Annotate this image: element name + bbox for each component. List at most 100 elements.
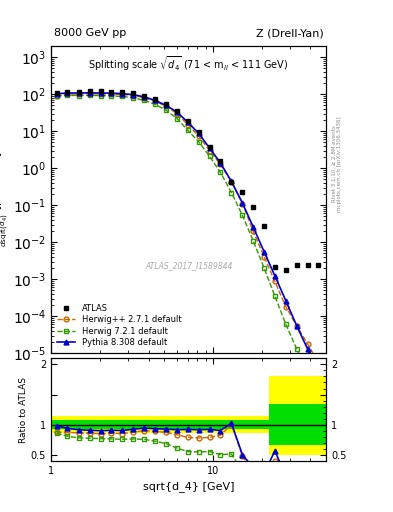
Herwig++ 2.7.1 default — [305, 341, 310, 347]
Line: Herwig 7.2.1 default: Herwig 7.2.1 default — [54, 93, 321, 395]
ATLAS — [164, 101, 169, 107]
Herwig 7.2.1 default — [54, 93, 59, 99]
Text: 8000 GeV pp: 8000 GeV pp — [54, 28, 126, 38]
Pythia 8.308 default — [229, 178, 234, 184]
Y-axis label: Ratio to ATLAS: Ratio to ATLAS — [19, 377, 28, 442]
Pythia 8.308 default — [142, 94, 147, 100]
Herwig 7.2.1 default — [120, 93, 125, 99]
Pythia 8.308 default — [174, 109, 179, 115]
Herwig++ 2.7.1 default — [131, 93, 136, 99]
ATLAS — [98, 88, 103, 94]
Pythia 8.308 default — [153, 97, 158, 103]
ATLAS — [207, 144, 212, 150]
Pythia 8.308 default — [164, 102, 169, 109]
Herwig 7.2.1 default — [196, 139, 201, 145]
ATLAS — [262, 223, 266, 229]
Herwig++ 2.7.1 default — [207, 147, 212, 154]
Pythia 8.308 default — [131, 92, 136, 98]
ATLAS — [87, 88, 92, 94]
Herwig++ 2.7.1 default — [272, 278, 277, 284]
Herwig 7.2.1 default — [218, 169, 223, 175]
Pythia 8.308 default — [65, 90, 70, 96]
Herwig 7.2.1 default — [109, 93, 114, 99]
Herwig 7.2.1 default — [316, 390, 321, 396]
Pythia 8.308 default — [251, 224, 255, 230]
Herwig++ 2.7.1 default — [185, 122, 190, 128]
ATLAS — [153, 96, 158, 102]
Herwig++ 2.7.1 default — [54, 93, 59, 99]
Herwig 7.2.1 default — [142, 97, 147, 103]
Herwig++ 2.7.1 default — [262, 254, 266, 260]
ATLAS — [76, 89, 81, 95]
Herwig 7.2.1 default — [240, 212, 245, 219]
Pythia 8.308 default — [196, 131, 201, 137]
Herwig++ 2.7.1 default — [316, 360, 321, 366]
Text: Z (Drell-Yan): Z (Drell-Yan) — [256, 28, 323, 38]
Herwig 7.2.1 default — [87, 92, 92, 98]
Herwig++ 2.7.1 default — [153, 98, 158, 104]
Line: Pythia 8.308 default: Pythia 8.308 default — [54, 91, 321, 376]
Pythia 8.308 default — [207, 145, 212, 151]
ATLAS — [316, 262, 321, 268]
Herwig++ 2.7.1 default — [109, 91, 114, 97]
Herwig 7.2.1 default — [153, 101, 158, 108]
Text: mcplots.cern.ch [arXiv:1306.3436]: mcplots.cern.ch [arXiv:1306.3436] — [337, 116, 342, 211]
Herwig++ 2.7.1 default — [98, 91, 103, 97]
Herwig 7.2.1 default — [262, 265, 266, 271]
Herwig 7.2.1 default — [272, 293, 277, 299]
Pythia 8.308 default — [54, 91, 59, 97]
Text: Splitting scale $\sqrt{d_4}$ (71 < m$_{ll}$ < 111 GeV): Splitting scale $\sqrt{d_4}$ (71 < m$_{l… — [88, 54, 289, 73]
Herwig++ 2.7.1 default — [196, 133, 201, 139]
Pythia 8.308 default — [76, 90, 81, 96]
Herwig++ 2.7.1 default — [294, 323, 299, 329]
Line: Herwig++ 2.7.1 default: Herwig++ 2.7.1 default — [54, 91, 321, 366]
ATLAS — [272, 264, 277, 270]
Herwig++ 2.7.1 default — [76, 91, 81, 97]
Line: ATLAS: ATLAS — [54, 89, 321, 272]
X-axis label: sqrt{d_4} [GeV]: sqrt{d_4} [GeV] — [143, 481, 234, 492]
ATLAS — [218, 158, 223, 164]
ATLAS — [65, 89, 70, 95]
Herwig++ 2.7.1 default — [229, 179, 234, 185]
ATLAS — [142, 93, 147, 99]
Herwig 7.2.1 default — [65, 92, 70, 98]
Pythia 8.308 default — [284, 298, 288, 304]
Pythia 8.308 default — [316, 371, 321, 377]
ATLAS — [305, 262, 310, 268]
ATLAS — [174, 108, 179, 114]
Pythia 8.308 default — [98, 90, 103, 96]
Herwig 7.2.1 default — [251, 238, 255, 244]
Herwig++ 2.7.1 default — [240, 201, 245, 207]
Herwig 7.2.1 default — [131, 95, 136, 101]
Herwig++ 2.7.1 default — [87, 91, 92, 97]
Pythia 8.308 default — [294, 323, 299, 329]
Herwig 7.2.1 default — [164, 107, 169, 113]
Herwig++ 2.7.1 default — [65, 91, 70, 97]
Pythia 8.308 default — [185, 119, 190, 125]
Herwig++ 2.7.1 default — [174, 111, 179, 117]
ATLAS — [284, 267, 288, 273]
ATLAS — [251, 204, 255, 210]
ATLAS — [109, 89, 114, 95]
Legend: ATLAS, Herwig++ 2.7.1 default, Herwig 7.2.1 default, Pythia 8.308 default: ATLAS, Herwig++ 2.7.1 default, Herwig 7.… — [55, 302, 183, 349]
Herwig++ 2.7.1 default — [284, 304, 288, 310]
Herwig 7.2.1 default — [305, 367, 310, 373]
ATLAS — [54, 91, 59, 97]
Pythia 8.308 default — [218, 160, 223, 166]
Herwig 7.2.1 default — [207, 153, 212, 159]
ATLAS — [131, 91, 136, 97]
Text: ATLAS_2017_I1589844: ATLAS_2017_I1589844 — [145, 261, 232, 270]
Herwig++ 2.7.1 default — [142, 95, 147, 101]
Herwig++ 2.7.1 default — [218, 161, 223, 167]
Herwig 7.2.1 default — [185, 127, 190, 134]
Herwig 7.2.1 default — [294, 346, 299, 352]
Pythia 8.308 default — [262, 249, 266, 255]
Text: Rivet 3.1.10, ≥ 2.8M events: Rivet 3.1.10, ≥ 2.8M events — [332, 125, 337, 202]
Y-axis label: $\frac{d\sigma}{d\mathrm{sqrt}(\overline{d_4})}$ [pb,GeV$^{-1}$]: $\frac{d\sigma}{d\mathrm{sqrt}(\overline… — [0, 152, 10, 247]
Pythia 8.308 default — [305, 346, 310, 352]
Herwig 7.2.1 default — [76, 93, 81, 99]
Herwig++ 2.7.1 default — [251, 228, 255, 234]
ATLAS — [240, 189, 245, 195]
Pythia 8.308 default — [87, 90, 92, 96]
ATLAS — [185, 118, 190, 124]
